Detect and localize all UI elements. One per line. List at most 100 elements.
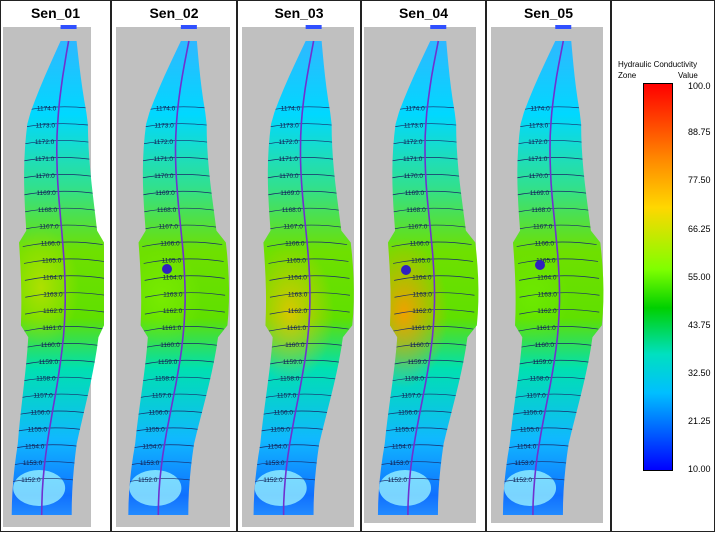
contour-label: 1164.0 xyxy=(288,274,308,281)
contour-label: 1159.0 xyxy=(532,359,552,366)
contour-label: 1166.0 xyxy=(535,241,555,248)
contour-label: 1171.0 xyxy=(403,156,423,163)
contour-label: 1163.0 xyxy=(538,291,558,298)
panel-sen-01: Sen_01 1174.0 1173.0 1172.0 1171.0 1170.0 116… xyxy=(0,0,111,532)
contour-label: 1152.0 xyxy=(388,477,408,484)
contour-label: 1164.0 xyxy=(163,274,183,281)
conductivity-map: 1174.0 1173.0 1172.0 1171.0 1170.0 1169.0 1168… xyxy=(3,25,105,527)
conductivity-map: 1174.0 1173.0 1172.0 1171.0 1170.0 1169.0 1168… xyxy=(364,25,479,523)
conductivity-map: 1174.0 1173.0 1172.0 1171.0 1170.0 1169.0 1168… xyxy=(242,25,354,527)
well-marker xyxy=(535,260,545,270)
contour-label: 1155.0 xyxy=(145,426,165,433)
panel-title: Sen_05 xyxy=(523,5,574,21)
contour-label: 1158.0 xyxy=(280,376,300,383)
contour-label: 1158.0 xyxy=(155,376,175,383)
contour-label: 1160.0 xyxy=(41,342,61,349)
contour-label: 1166.0 xyxy=(160,241,180,248)
contour-label: 1166.0 xyxy=(285,241,305,248)
contour-label: 1173.0 xyxy=(279,122,299,129)
contour-label: 1167.0 xyxy=(408,224,428,231)
contour-label: 1152.0 xyxy=(138,477,158,484)
contour-label: 1156.0 xyxy=(149,410,169,417)
panel-title: Sen_01 xyxy=(30,5,81,21)
contour-label: 1168.0 xyxy=(282,207,302,214)
contour-label: 1167.0 xyxy=(39,224,59,231)
contour-label: 1164.0 xyxy=(412,274,432,281)
contour-label: 1152.0 xyxy=(21,477,41,484)
contour-label: 1155.0 xyxy=(28,426,48,433)
contour-label: 1165.0 xyxy=(536,257,556,264)
contour-label: 1171.0 xyxy=(35,156,55,163)
contour-label: 1158.0 xyxy=(405,376,425,383)
contour-label: 1170.0 xyxy=(529,173,549,180)
contour-label: 1174.0 xyxy=(156,105,176,112)
contour-label: 1154.0 xyxy=(25,443,45,450)
contour-label: 1172.0 xyxy=(35,139,55,146)
contour-label: 1169.0 xyxy=(530,190,550,197)
panel-title: Sen_02 xyxy=(149,5,199,21)
legend-zone-label: Zone xyxy=(618,71,637,80)
contour-label: 1153.0 xyxy=(140,460,160,467)
contour-label: 1165.0 xyxy=(287,257,307,264)
contour-label: 1161.0 xyxy=(536,325,556,332)
contour-label: 1162.0 xyxy=(43,308,63,315)
contour-label: 1172.0 xyxy=(403,139,423,146)
boundary-marker xyxy=(430,25,447,29)
contour-label: 1174.0 xyxy=(281,105,301,112)
boundary-marker xyxy=(180,25,197,29)
contour-label: 1173.0 xyxy=(404,122,424,129)
contour-label: 1167.0 xyxy=(533,224,553,231)
panel-sen-02: Sen_02 1174.0 1173.0 1172.0 1171.0 1170.0 116… xyxy=(111,0,237,532)
contour-label: 1153.0 xyxy=(23,460,43,467)
contour-label: 1172.0 xyxy=(528,139,548,146)
contour-label: 1161.0 xyxy=(42,325,62,332)
contour-label: 1168.0 xyxy=(38,207,58,214)
contour-label: 1166.0 xyxy=(410,241,430,248)
contour-label: 1155.0 xyxy=(395,426,415,433)
contour-label: 1165.0 xyxy=(42,257,62,264)
contour-label: 1154.0 xyxy=(517,443,537,450)
contour-label: 1162.0 xyxy=(537,308,557,315)
contour-label: 1160.0 xyxy=(285,342,305,349)
contour-label: 1157.0 xyxy=(33,393,53,400)
contour-label: 1152.0 xyxy=(263,477,283,484)
contour-label: 1169.0 xyxy=(36,190,56,197)
conductivity-map: 1174.0 1173.0 1172.0 1171.0 1170.0 1169.0 1168… xyxy=(116,25,230,527)
contour-label: 1163.0 xyxy=(288,291,308,298)
contour-label: 1153.0 xyxy=(389,460,409,467)
panel-sen-03: Sen_03 1174.0 1173.0 1172.0 1171.0 1170.0 116… xyxy=(237,0,361,532)
contour-label: 1156.0 xyxy=(398,410,418,417)
contour-label: 1174.0 xyxy=(37,105,57,112)
contour-label: 1174.0 xyxy=(530,105,550,112)
river-line xyxy=(157,40,190,516)
panel-sen-05: Sen_05 1174.0 1173.0 1172.0 1171.0 1170.0 116… xyxy=(486,0,611,532)
legend-tick: 55.00 xyxy=(688,272,711,282)
contour-label: 1153.0 xyxy=(514,460,534,467)
contour-label: 1156.0 xyxy=(274,410,294,417)
contour-label: 1170.0 xyxy=(154,173,174,180)
contour-label: 1165.0 xyxy=(411,257,431,264)
contour-label: 1169.0 xyxy=(405,190,425,197)
contour-label: 1170.0 xyxy=(279,173,299,180)
contour-label: 1157.0 xyxy=(277,393,297,400)
contour-label: 1174.0 xyxy=(405,105,425,112)
contour-label: 1161.0 xyxy=(411,325,431,332)
color-scale-bar xyxy=(643,83,673,471)
contour-label: 1156.0 xyxy=(30,410,50,417)
contour-label: 1158.0 xyxy=(530,376,550,383)
contour-label: 1166.0 xyxy=(41,241,61,248)
contour-label: 1169.0 xyxy=(155,190,175,197)
contour-label: 1155.0 xyxy=(520,426,540,433)
legend-tick: 77.50 xyxy=(688,175,711,185)
legend-tick: 10.00 xyxy=(688,464,711,474)
contour-label: 1162.0 xyxy=(288,308,308,315)
contour-label: 1163.0 xyxy=(43,291,63,298)
boundary-marker xyxy=(555,25,572,29)
contour-label: 1162.0 xyxy=(163,308,183,315)
contour-label: 1164.0 xyxy=(43,274,63,281)
contour-label: 1170.0 xyxy=(35,173,55,180)
contour-label: 1159.0 xyxy=(158,359,178,366)
legend-title: Hydraulic Conductivity xyxy=(618,60,698,69)
contour-label: 1159.0 xyxy=(283,359,303,366)
contour-label: 1158.0 xyxy=(36,376,56,383)
